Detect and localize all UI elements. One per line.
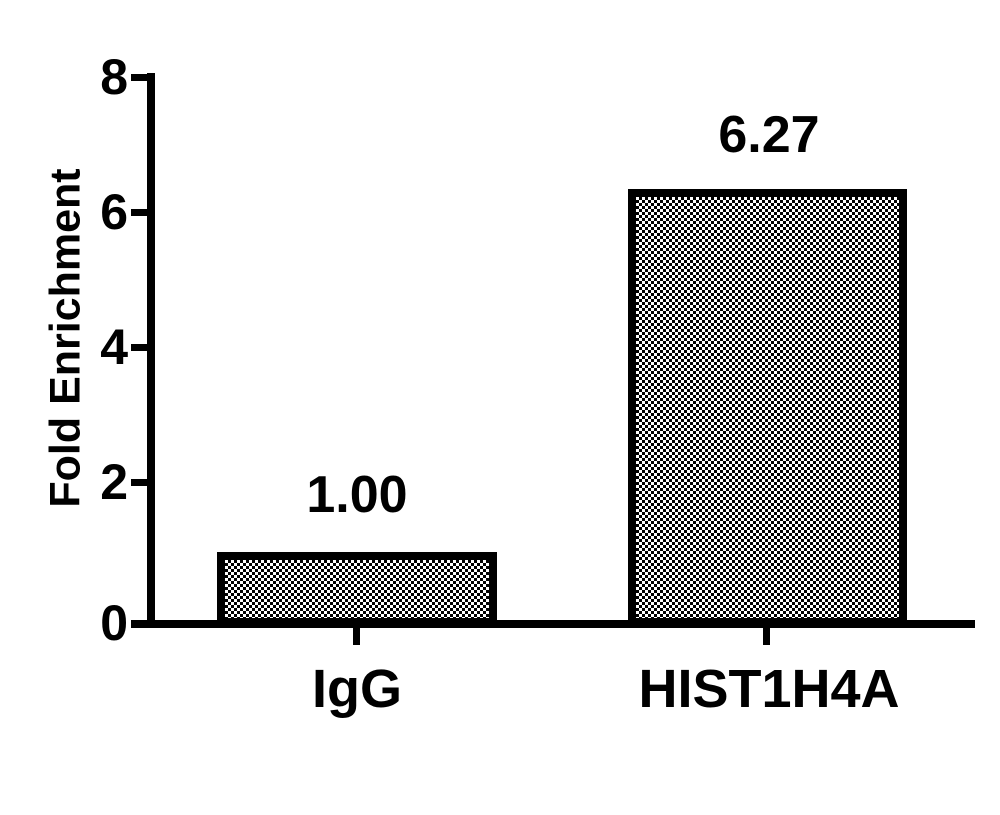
x-axis-line [131, 620, 975, 628]
y-axis-line [147, 73, 155, 628]
y-tick-mark-2 [131, 479, 148, 486]
y-tick-mark-4 [131, 344, 148, 351]
y-tick-label-0: 0 [100, 595, 128, 651]
x-tick-mark-igg [353, 628, 360, 645]
x-tick-mark-hist1h4a [763, 628, 770, 645]
bar-value-label-igg: 1.00 [306, 466, 408, 524]
x-category-label-hist1h4a: HIST1H4A [638, 659, 900, 719]
y-tick-label-6: 6 [100, 184, 128, 240]
y-tick-label-4: 4 [100, 319, 128, 375]
bar-hist1h4a [628, 189, 907, 626]
x-category-label-igg: IgG [312, 659, 402, 719]
y-tick-mark-8 [131, 74, 148, 81]
y-tick-label-8: 8 [100, 49, 128, 105]
y-tick-mark-6 [131, 209, 148, 216]
bar-igg [217, 552, 497, 626]
y-tick-label-2: 2 [100, 454, 128, 510]
bar-value-label-hist1h4a: 6.27 [718, 106, 820, 164]
